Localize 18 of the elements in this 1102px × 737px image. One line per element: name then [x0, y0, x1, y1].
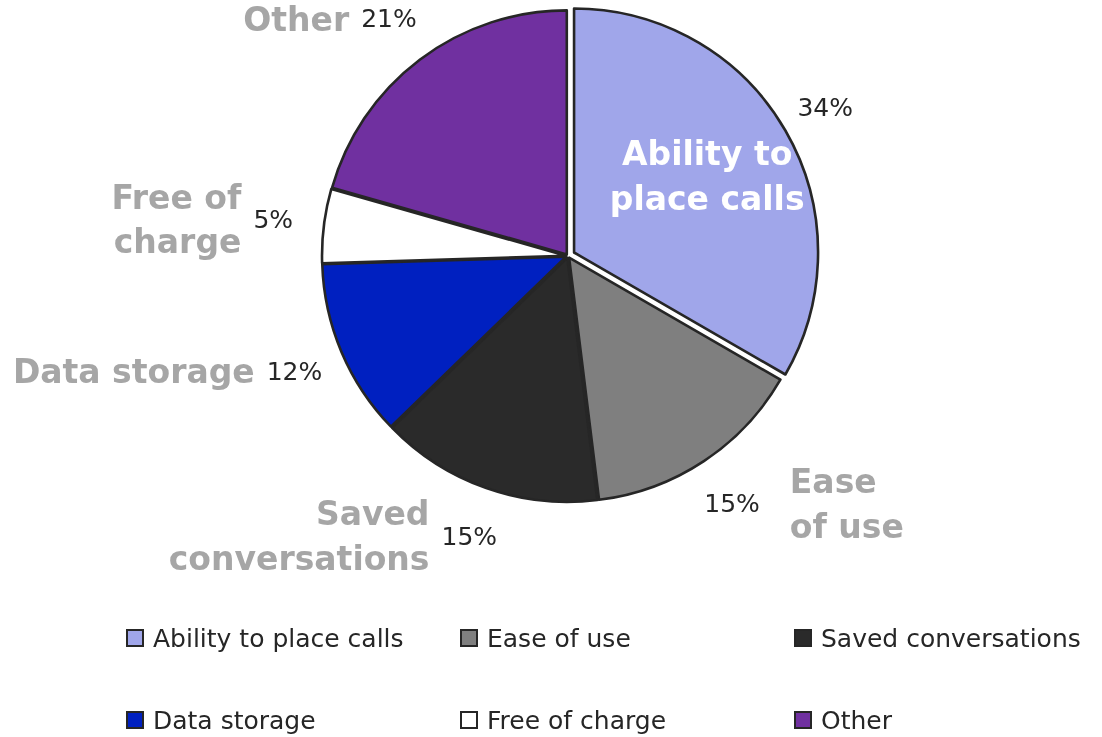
- slice-label: Other: [243, 0, 350, 39]
- slice-label: Ability to place calls: [609, 133, 805, 218]
- legend-label: Saved conversations: [821, 623, 1081, 653]
- data-label: 21%: [361, 4, 417, 34]
- legend-label: Ability to place calls: [153, 623, 404, 653]
- data-label: 34%: [797, 93, 853, 122]
- data-label: 12%: [266, 357, 323, 387]
- legend-label: Free of charge: [487, 705, 667, 735]
- legend-label: Ease of use: [487, 623, 631, 653]
- data-label: 15%: [704, 489, 760, 519]
- slice-label: Saved conversations: [168, 494, 430, 579]
- legend-label: Data storage: [153, 705, 316, 735]
- slice-label: Data storage: [12, 352, 255, 392]
- legend-label: Other: [821, 705, 893, 735]
- data-label: 15%: [441, 521, 498, 551]
- data-label: 5%: [253, 205, 294, 234]
- slice-label: Ease of use: [789, 461, 904, 546]
- slice-label: Free of charge: [111, 177, 243, 262]
